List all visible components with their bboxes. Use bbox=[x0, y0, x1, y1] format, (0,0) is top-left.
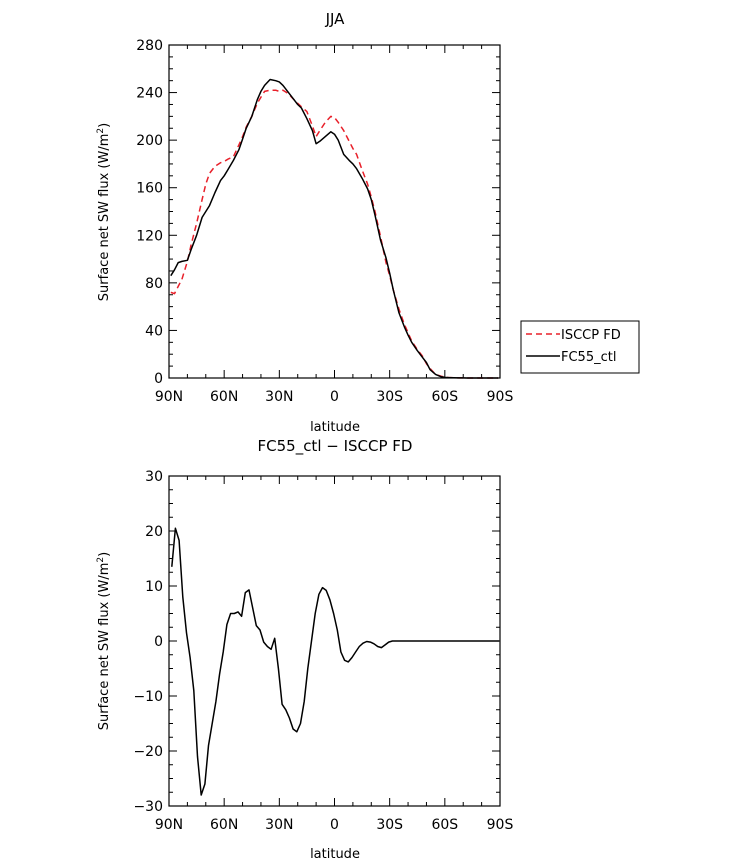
x-tick-label: 60S bbox=[431, 389, 458, 405]
panel-bottom: FC55_ctl − ISCCP FD latitude Surface net… bbox=[96, 437, 513, 862]
x-tick-label: 90S bbox=[487, 389, 514, 405]
x-tick-label: 90N bbox=[155, 817, 183, 833]
y-tick-label: −10 bbox=[133, 689, 163, 705]
x-axis-label-bottom: latitude bbox=[310, 847, 360, 862]
x-tick-label: 30S bbox=[376, 389, 403, 405]
y-tick-label: 10 bbox=[145, 579, 163, 595]
x-tick-label: 60N bbox=[210, 817, 238, 833]
series-line-fc55-ctl bbox=[170, 78, 499, 379]
y-tick-label: −30 bbox=[133, 799, 163, 815]
x-tick-label: 0 bbox=[330, 389, 339, 405]
legend-box bbox=[520, 320, 640, 374]
y-tick-label: 30 bbox=[145, 469, 163, 485]
y-tick-label: 160 bbox=[136, 181, 163, 197]
series-lines-bottom bbox=[171, 527, 500, 796]
axes-bottom: −30 −20 −10 0 10 20 30 90N 60N 30N 0 30S 60S 90S bbox=[133, 469, 513, 833]
chart-title-top: JJA bbox=[325, 10, 346, 28]
series-lines-top bbox=[170, 78, 499, 379]
legend: ISCCP FD FC55_ctl bbox=[520, 320, 640, 374]
x-axis-label-top: latitude bbox=[310, 420, 360, 435]
x-tick-label: 90N bbox=[155, 389, 183, 405]
x-tick-label: 60S bbox=[431, 817, 458, 833]
plot-frame-top bbox=[168, 44, 501, 379]
x-tick-label: 0 bbox=[330, 817, 339, 833]
x-tick-label: 30N bbox=[265, 817, 293, 833]
x-tick-label: 30S bbox=[376, 817, 403, 833]
y-tick-label: 40 bbox=[145, 323, 163, 339]
y-tick-label: 0 bbox=[154, 634, 163, 650]
series-line-difference bbox=[171, 527, 500, 796]
y-axis-label-top: Surface net SW flux (W/m2) bbox=[96, 123, 112, 301]
y-tick-label: 20 bbox=[145, 524, 163, 540]
x-tick-label: 90S bbox=[487, 817, 514, 833]
y-tick-label: 80 bbox=[145, 276, 163, 292]
y-tick-label: −20 bbox=[133, 744, 163, 760]
panel-top: JJA latitude Surface net SW flux (W/m2) … bbox=[96, 10, 513, 435]
plot-frame-bottom bbox=[168, 475, 501, 807]
x-tick-label: 60N bbox=[210, 389, 238, 405]
x-tick-label: 30N bbox=[265, 389, 293, 405]
chart-title-bottom: FC55_ctl − ISCCP FD bbox=[258, 437, 413, 456]
legend-label-fc55: FC55_ctl bbox=[561, 350, 616, 365]
legend-label-isccp: ISCCP FD bbox=[561, 328, 621, 343]
y-axis-label-bottom: Surface net SW flux (W/m2) bbox=[96, 552, 112, 730]
y-tick-label: 280 bbox=[136, 38, 163, 54]
y-tick-label: 200 bbox=[136, 133, 163, 149]
y-tick-label: 240 bbox=[136, 86, 163, 102]
axes-top: 0 40 80 120 160 200 240 280 90N 60N 30N 0 30S 60S 90S bbox=[136, 38, 513, 405]
y-tick-label: 0 bbox=[154, 371, 163, 387]
y-tick-label: 120 bbox=[136, 228, 163, 244]
